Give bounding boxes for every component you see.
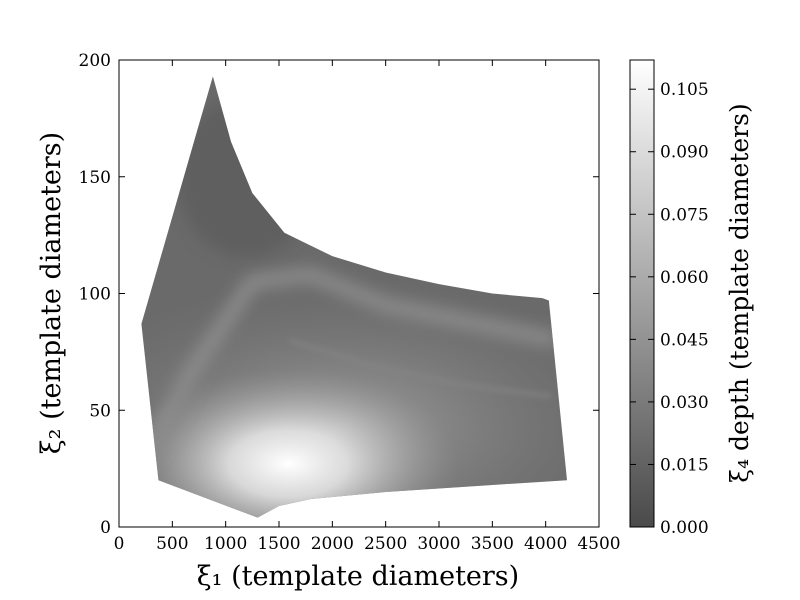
x-axis-ticks: 0 500 1000 1500 2000 2500 3000 3500 4000 4500: [114, 60, 621, 554]
colorbar-tick-label: 0.015: [660, 455, 709, 475]
y-tick-label: 150: [79, 168, 111, 188]
y-axis-ticks: 0 50 100 150 200: [79, 51, 599, 538]
colorbar-tick-label: 0.075: [660, 205, 709, 225]
x-tick-label: 2000: [311, 534, 354, 554]
heatmap-diagonal-ridge: [141, 267, 558, 461]
x-tick-label: 3000: [417, 534, 460, 554]
y-tick-label: 50: [89, 401, 111, 421]
colorbar-tick-label: 0.045: [660, 330, 709, 350]
x-tick-label: 3500: [471, 534, 514, 554]
x-axis-label: ξ₁ (template diameters): [197, 561, 519, 592]
colorbar: [629, 59, 655, 528]
y-tick-label: 100: [79, 285, 111, 305]
colorbar-tick-label: 0.030: [660, 393, 709, 413]
colorbar-tick-label: 0.105: [660, 80, 709, 100]
y-axis-label: ξ₂ (template diameters): [36, 132, 67, 454]
colorbar-label: ξ₄ depth (template diameters): [725, 103, 754, 482]
x-tick-label: 4000: [524, 534, 567, 554]
colorbar-tick-label: 0.000: [660, 518, 709, 538]
x-tick-label: 0: [114, 534, 125, 554]
colorbar-ticks: 0.000 0.015 0.030 0.045 0.060 0.075 0.090 0.105: [630, 80, 709, 538]
x-tick-label: 4500: [577, 534, 620, 554]
heatmap-bright-spot: [141, 368, 459, 518]
x-tick-label: 2500: [364, 534, 407, 554]
y-tick-label: 200: [79, 51, 111, 71]
x-tick-label: 1500: [257, 534, 300, 554]
x-tick-label: 500: [156, 534, 188, 554]
colorbar-tick-label: 0.090: [660, 143, 709, 163]
heatmap-faint-curve: [289, 338, 552, 398]
colorbar-tick-label: 0.060: [660, 268, 709, 288]
y-tick-label: 0: [100, 518, 111, 538]
x-tick-label: 1000: [204, 534, 247, 554]
